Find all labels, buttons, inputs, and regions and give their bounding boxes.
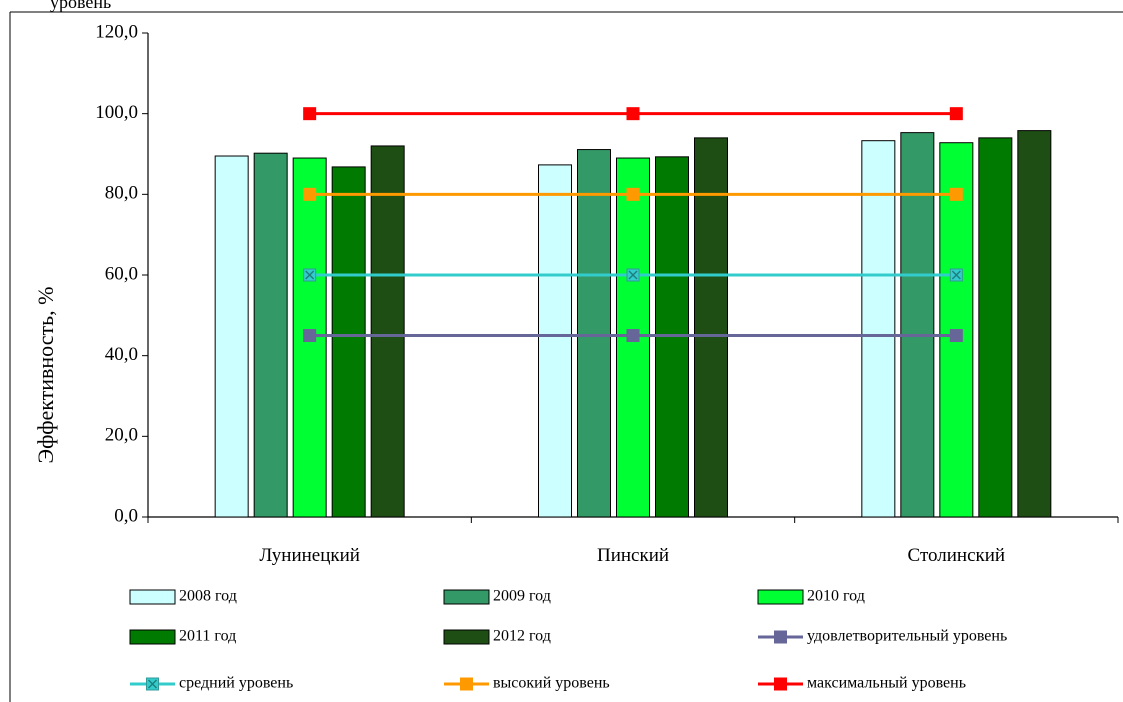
point [626, 329, 640, 342]
bar [900, 132, 935, 518]
legend-label: 2008 год [179, 588, 237, 605]
y-tick-label: 80,0 [105, 183, 138, 204]
legend-swatch [443, 629, 490, 645]
point [949, 329, 963, 342]
bar [1017, 130, 1052, 518]
point [303, 107, 317, 121]
y-tick-label: 60,0 [105, 263, 138, 284]
legend: 2008 год 2009 год 2010 год 2011 год 2012 год… [129, 588, 1007, 692]
bar [861, 140, 896, 518]
point-cross [305, 270, 315, 280]
point [626, 187, 640, 201]
y-tick-label: 120,0 [95, 21, 138, 42]
bar [694, 137, 728, 518]
bar [331, 166, 366, 518]
legend-label: средний уровень [179, 675, 293, 692]
y-tick-label: 100,0 [95, 102, 138, 123]
legend-item: 2010 год [757, 588, 865, 605]
legend-swatch [129, 629, 176, 645]
legend-label: 2011 год [179, 628, 236, 645]
chart-header-fragment: уровень [50, 0, 111, 12]
legend-label: высокий уровень [493, 675, 610, 692]
legend-label: 2009 год [493, 588, 551, 605]
legend-item: средний уровень [130, 675, 293, 692]
y-tick-label: 40,0 [105, 344, 138, 365]
legend-item: высокий уровень [444, 675, 610, 692]
y-axis-title-group: Эффективность, % [33, 287, 58, 464]
point [626, 107, 640, 121]
point-cross [951, 270, 961, 280]
legend-item: 2011 год [129, 628, 236, 645]
legend-item: максимальный уровень [758, 675, 966, 692]
legend-label: максимальный уровень [807, 675, 966, 692]
legend-swatch [443, 589, 490, 605]
point [303, 187, 317, 201]
bar [253, 152, 288, 518]
legend-item: удовлетворительный уровень [758, 628, 1007, 645]
legend-swatch [129, 589, 176, 605]
legend-label: 2010 год [807, 588, 865, 605]
bar [214, 155, 249, 518]
legend-item: 2008 год [129, 588, 237, 605]
point-cross [147, 679, 158, 689]
point [774, 630, 787, 644]
bar [538, 164, 572, 518]
legend-item: 2009 год [443, 588, 551, 605]
legend-item: 2012 год [443, 628, 551, 645]
x-tick-label: Пинский [597, 545, 669, 566]
point [460, 677, 473, 691]
bar [370, 145, 405, 518]
legend-swatch [757, 589, 804, 605]
point [949, 107, 963, 121]
point [774, 677, 787, 691]
y-axis-title: Эффективность, % [33, 287, 58, 464]
bar [577, 149, 611, 518]
point [949, 187, 963, 201]
point-cross [628, 270, 638, 280]
legend-label: 2012 год [493, 628, 551, 645]
x-tick-label: Лунинецкий [259, 545, 360, 566]
y-tick-label: 0,0 [114, 505, 138, 526]
plot-area: 0,0 20,0 40,0 60,0 80,0 100,0 120,0 Лунинецкий П… [95, 21, 1119, 566]
point [303, 329, 317, 342]
y-tick-label: 20,0 [105, 425, 138, 446]
legend-label: удовлетворительный уровень [807, 628, 1007, 645]
bar [978, 137, 1013, 518]
x-tick-label: Столинский [908, 545, 1006, 566]
